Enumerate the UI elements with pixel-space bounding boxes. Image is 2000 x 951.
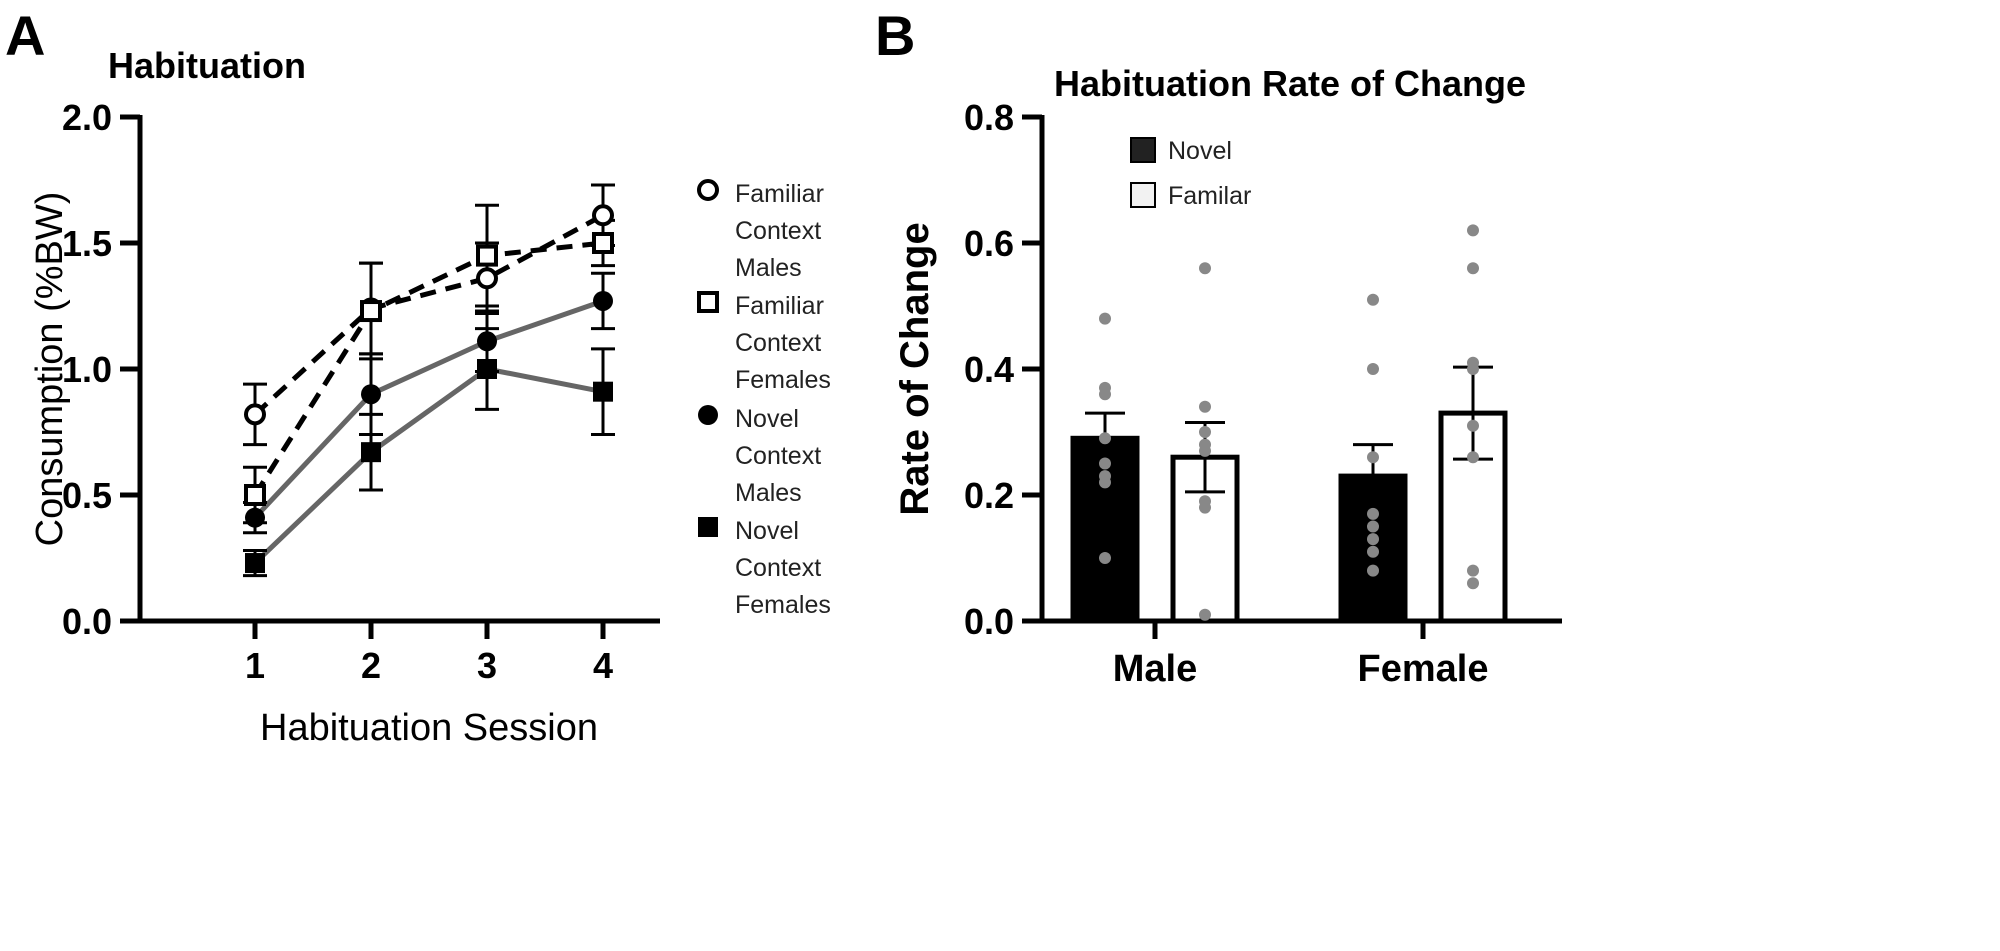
individual-point [1199,262,1211,275]
individual-point [1099,388,1111,401]
panel-b-bars [1070,224,1508,624]
individual-point [1467,224,1479,237]
x-tick-label: Female [1358,648,1489,690]
legend-label: Context [735,217,821,245]
individual-point [1099,552,1111,564]
series-line-2 [253,298,604,520]
individual-point [1199,426,1211,438]
individual-point [1099,312,1111,325]
individual-point [1199,608,1211,621]
individual-point [1099,457,1111,470]
individual-point [1467,419,1479,432]
panel-a-axes: 0.0 0.5 1.0 1.5 2.0 1 2 3 4 [62,97,660,686]
y-tick-label: 0.8 [964,97,1014,138]
legend-swatch-0 [1130,137,1156,163]
legend-label: Males [735,479,802,507]
legend-label: Context [735,442,821,470]
individual-point [1467,262,1479,275]
individual-point [1367,451,1379,464]
legend-label: Context [735,554,821,582]
panel-b-axes: 0.0 0.2 0.4 0.6 0.8 Male Female [964,97,1562,690]
y-tick-label: 1.5 [62,223,112,264]
data-point [245,507,265,528]
legend-marker-3 [698,517,718,537]
panel-a-y-axis-label: Consumption (%BW) [29,192,71,547]
x-tick-label: 3 [477,645,497,686]
y-tick-label: 0.0 [62,601,112,642]
y-tick-label: 0.5 [62,475,112,516]
legend-label: Familar [1168,182,1251,210]
panel-b-y-axis-label: Rate of Change [893,222,937,515]
individual-point [1367,293,1379,306]
individual-point [1467,577,1479,590]
y-tick-label: 2.0 [62,97,112,138]
legend-label: Novel [1168,137,1232,165]
panel-a: A Habituation Consumption (%BW) Habituat… [5,4,831,749]
legend-label: Females [735,366,831,394]
y-tick-label: 0.2 [964,475,1014,516]
individual-point [1367,507,1379,520]
legend-label: Novel [735,517,799,545]
legend-marker-2 [698,405,718,425]
x-tick-label: Male [1113,648,1197,690]
data-point [361,384,381,405]
legend-label: Context [735,329,821,357]
legend-label: Novel [735,405,799,433]
data-point [245,553,265,574]
data-point [476,267,498,290]
series-line-3 [253,366,604,565]
legend-marker-0 [697,179,719,201]
data-point [476,244,498,267]
individual-point [1367,533,1379,546]
individual-point [1367,363,1379,375]
individual-point [1099,476,1111,489]
y-tick-label: 0.6 [964,223,1014,264]
data-point [593,290,613,311]
panel-a-legend: Familiar Context Males Familiar Context Femal… [697,179,831,619]
legend-swatch-1 [1130,182,1156,208]
panel-a-x-axis-label: Habituation Session [260,707,598,749]
legend-marker-1 [697,291,719,313]
legend-label: Familiar [735,180,824,208]
data-point [477,359,497,379]
legend-label: Males [735,254,802,282]
panel-b: B Habituation Rate of Change Rate of Cha… [875,4,1562,690]
x-tick-label: 1 [245,645,265,686]
legend-label: Females [735,591,831,619]
data-point [592,204,614,227]
x-tick-label: 2 [361,645,381,686]
legend-label: Familiar [735,292,824,320]
y-tick-label: 0.4 [964,349,1014,390]
y-tick-label: 0.0 [964,601,1014,642]
individual-point [1467,363,1479,375]
series-line-0 [253,213,605,417]
individual-point [1367,520,1379,533]
data-point [593,381,613,402]
individual-point [1199,444,1211,457]
data-point [244,484,266,506]
individual-point [1467,564,1479,577]
individual-point [1367,564,1379,577]
x-tick-label: 4 [593,645,613,686]
y-tick-label: 1.0 [62,349,112,390]
data-point [360,300,382,323]
individual-point [1099,432,1111,445]
panel-b-title: Habituation Rate of Change [1054,63,1526,104]
panel-a-title: Habituation [108,45,306,86]
individual-point [1199,501,1211,514]
data-point [477,331,497,352]
panel-a-label: A [5,4,45,67]
panel-a-series [243,183,615,578]
panel-b-label: B [875,4,915,67]
panel-b-legend: Novel Familar [1130,137,1251,210]
data-point [592,232,614,254]
individual-point [1199,400,1211,413]
data-point [244,403,266,426]
individual-point [1367,545,1379,558]
series-line-1 [252,240,604,497]
data-point [361,442,381,463]
individual-point [1467,451,1479,464]
